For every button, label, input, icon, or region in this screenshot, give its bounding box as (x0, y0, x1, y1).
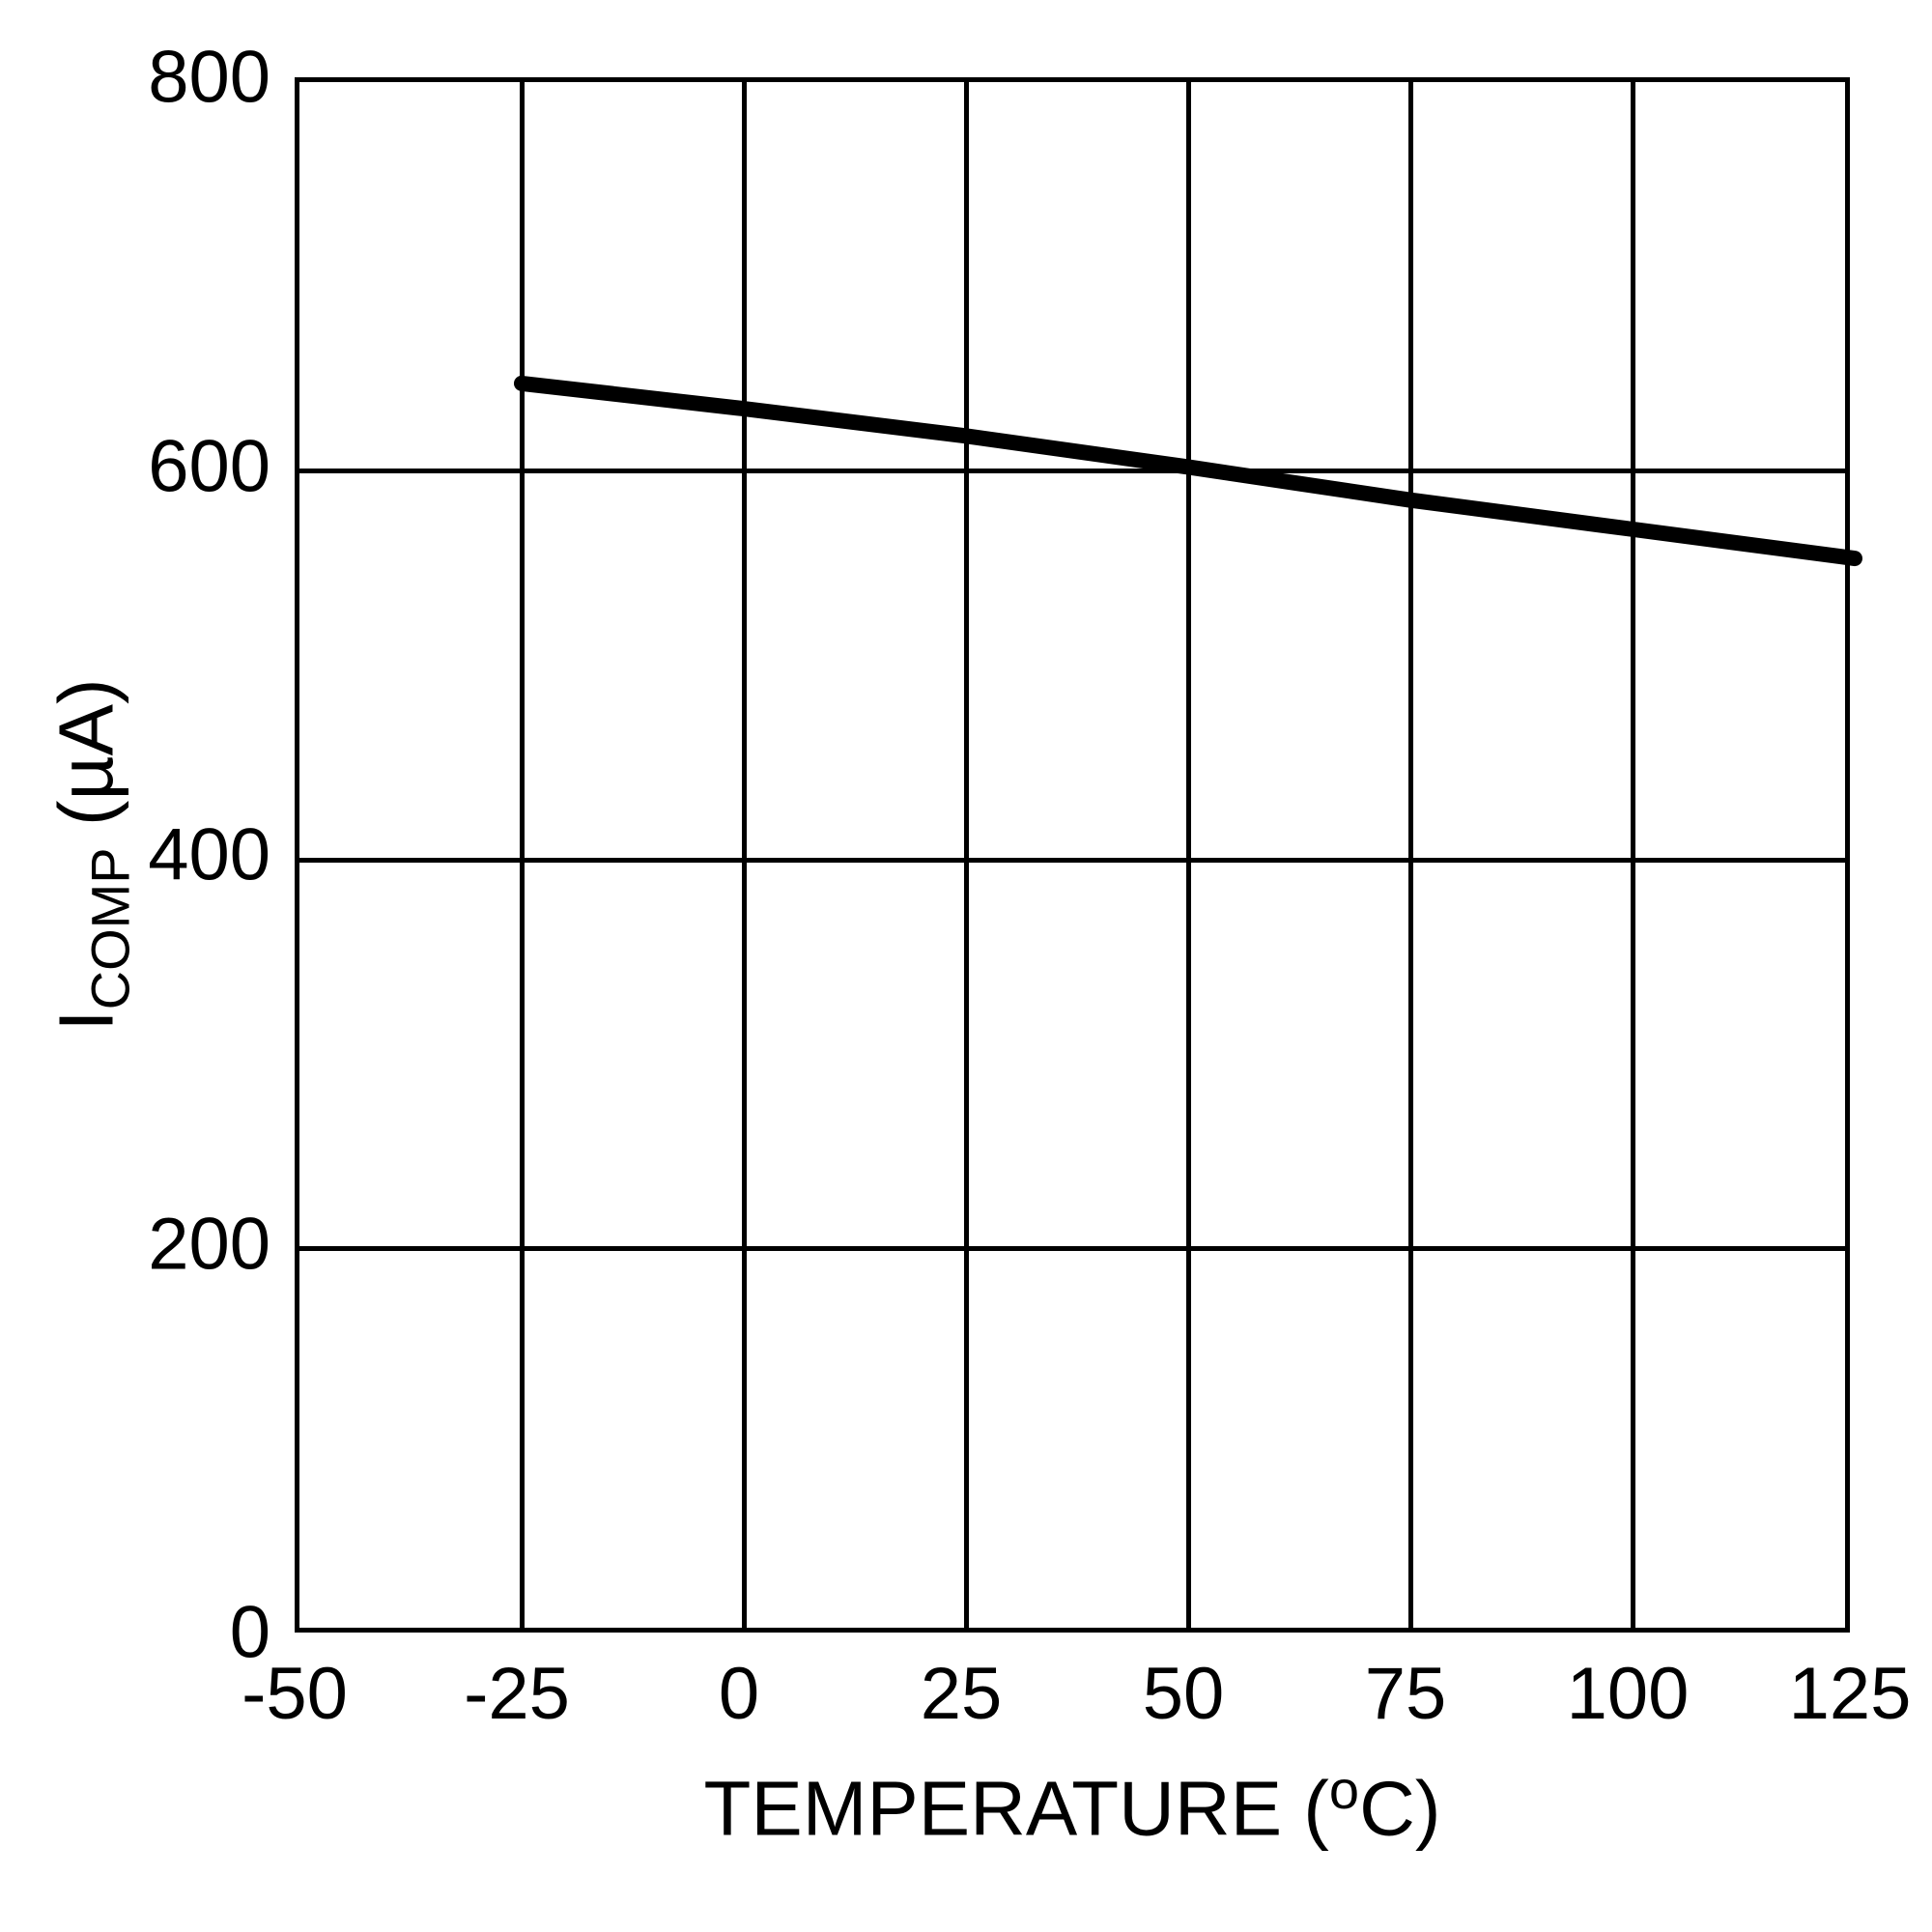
x-tick-label: 75 (1365, 1652, 1447, 1736)
x-axis-label-text: TEMPERATURE ( (704, 1766, 1329, 1852)
y-tick-label: 600 (148, 424, 270, 508)
y-axis-label-sub: COMP (80, 847, 141, 1009)
y-axis-label-prefix: I (43, 1009, 129, 1031)
y-axis-label: ICOMP (µA) (43, 678, 142, 1031)
chart-container: TEMPERATURE (oC) ICOMP (µA) -50-25025507… (0, 0, 1932, 1932)
x-tick-label: 50 (1143, 1652, 1225, 1736)
gridline-vertical (520, 82, 525, 1628)
y-tick-label: 800 (148, 36, 270, 120)
gridline-horizontal (299, 1246, 1845, 1251)
y-axis-label-suffix: (µA) (43, 678, 129, 847)
plot-area (295, 77, 1850, 1633)
degree-symbol: o (1329, 1759, 1359, 1820)
gridline-vertical (964, 82, 969, 1628)
gridline-horizontal (299, 858, 1845, 863)
x-tick-label: -25 (464, 1652, 570, 1736)
gridline-vertical (1408, 82, 1413, 1628)
gridline-horizontal (299, 469, 1845, 473)
y-tick-label: 400 (148, 813, 270, 897)
x-tick-label: 100 (1567, 1652, 1690, 1736)
gridline-vertical (742, 82, 747, 1628)
x-axis-label: TEMPERATURE (oC) (704, 1758, 1441, 1854)
gridline-vertical (1186, 82, 1191, 1628)
gridline-vertical (1631, 82, 1635, 1628)
x-axis-label-text2: C) (1359, 1766, 1440, 1852)
x-tick-label: 25 (921, 1652, 1003, 1736)
y-tick-label: 0 (230, 1591, 270, 1675)
x-tick-label: 125 (1789, 1652, 1912, 1736)
x-tick-label: 0 (719, 1652, 759, 1736)
y-tick-label: 200 (148, 1202, 270, 1286)
